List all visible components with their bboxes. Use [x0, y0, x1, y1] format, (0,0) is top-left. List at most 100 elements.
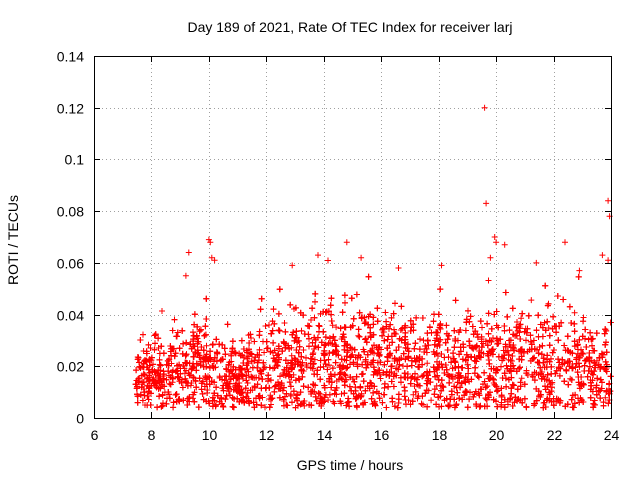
data-point: [487, 389, 493, 396]
data-point: [402, 397, 409, 403]
data-point: [333, 343, 340, 350]
data-point: [191, 311, 198, 318]
data-point: [389, 395, 396, 402]
data-point: [597, 395, 604, 402]
data-point: [374, 359, 381, 366]
data-point: [571, 328, 578, 335]
data-point: [260, 338, 266, 345]
data-point: [438, 387, 445, 394]
data-point: [180, 340, 187, 347]
data-point: [501, 396, 508, 403]
data-point: [462, 327, 469, 334]
data-point: [380, 369, 387, 376]
data-point: [300, 347, 307, 353]
data-point: [518, 315, 525, 322]
data-point: [298, 327, 305, 334]
data-point: [549, 349, 556, 356]
data-point: [239, 389, 246, 395]
data-point: [254, 359, 261, 366]
data-point: [195, 404, 202, 411]
data-point: [317, 364, 324, 371]
data-point: [514, 319, 520, 325]
data-point: [379, 326, 386, 333]
data-point: [383, 404, 390, 411]
data-point: [263, 345, 270, 352]
data-point: [593, 382, 600, 389]
data-point: [568, 396, 575, 403]
data-point: [531, 377, 538, 384]
data-point: [520, 349, 527, 356]
data-point: [306, 323, 313, 330]
data-point: [242, 385, 249, 392]
data-point: [172, 350, 179, 357]
data-point: [451, 344, 458, 351]
data-point: [187, 341, 194, 348]
data-point: [465, 370, 472, 377]
data-point: [358, 315, 365, 322]
data-point: [231, 349, 238, 356]
data-point: [401, 339, 408, 346]
data-point: [575, 273, 582, 280]
data-point: [209, 394, 216, 401]
data-point: [196, 354, 203, 361]
data-point: [367, 334, 374, 341]
data-point: [132, 381, 139, 388]
data-point: [438, 377, 445, 384]
data-point: [154, 404, 161, 411]
data-point: [597, 387, 604, 394]
data-point: [150, 361, 156, 368]
data-point: [419, 373, 426, 380]
data-point: [174, 329, 181, 336]
data-point: [479, 324, 485, 331]
data-point: [198, 326, 204, 333]
data-point: [393, 365, 400, 372]
data-point: [198, 386, 205, 393]
data-point: [311, 371, 318, 378]
data-point: [361, 314, 368, 321]
data-point: [374, 350, 381, 356]
data-point: [193, 384, 200, 391]
data-point: [581, 362, 588, 369]
data-point: [331, 337, 338, 344]
data-point: [467, 313, 474, 320]
data-point: [433, 329, 440, 335]
data-point: [220, 403, 226, 410]
data-point: [586, 355, 593, 362]
data-point: [142, 372, 148, 378]
data-point: [144, 393, 151, 399]
data-point: [380, 325, 386, 332]
data-point: [556, 372, 563, 379]
data-point: [481, 369, 488, 376]
data-point: [370, 314, 377, 321]
data-point: [339, 309, 346, 316]
data-point: [502, 341, 509, 348]
data-point: [415, 393, 422, 400]
data-point: [157, 362, 164, 369]
data-point: [343, 353, 350, 360]
data-point: [419, 355, 426, 362]
data-point: [202, 323, 209, 330]
data-point: [260, 366, 267, 373]
data-point: [358, 392, 365, 399]
data-point: [451, 358, 458, 365]
data-point: [139, 397, 146, 404]
data-point: [424, 360, 431, 367]
data-point: [325, 356, 332, 363]
data-point: [276, 345, 282, 352]
data-point: [292, 334, 299, 341]
data-point: [190, 329, 196, 336]
data-point: [174, 373, 181, 380]
data-point: [565, 348, 572, 354]
data-point: [494, 388, 500, 395]
data-point: [374, 305, 381, 312]
data-point: [322, 341, 329, 348]
data-point: [418, 400, 425, 407]
data-point: [337, 325, 344, 332]
data-point: [455, 337, 461, 344]
data-point: [509, 353, 516, 359]
data-point: [278, 382, 285, 389]
data-point: [311, 356, 318, 363]
data-point: [133, 367, 140, 374]
data-point: [262, 323, 269, 329]
data-point: [322, 334, 329, 341]
